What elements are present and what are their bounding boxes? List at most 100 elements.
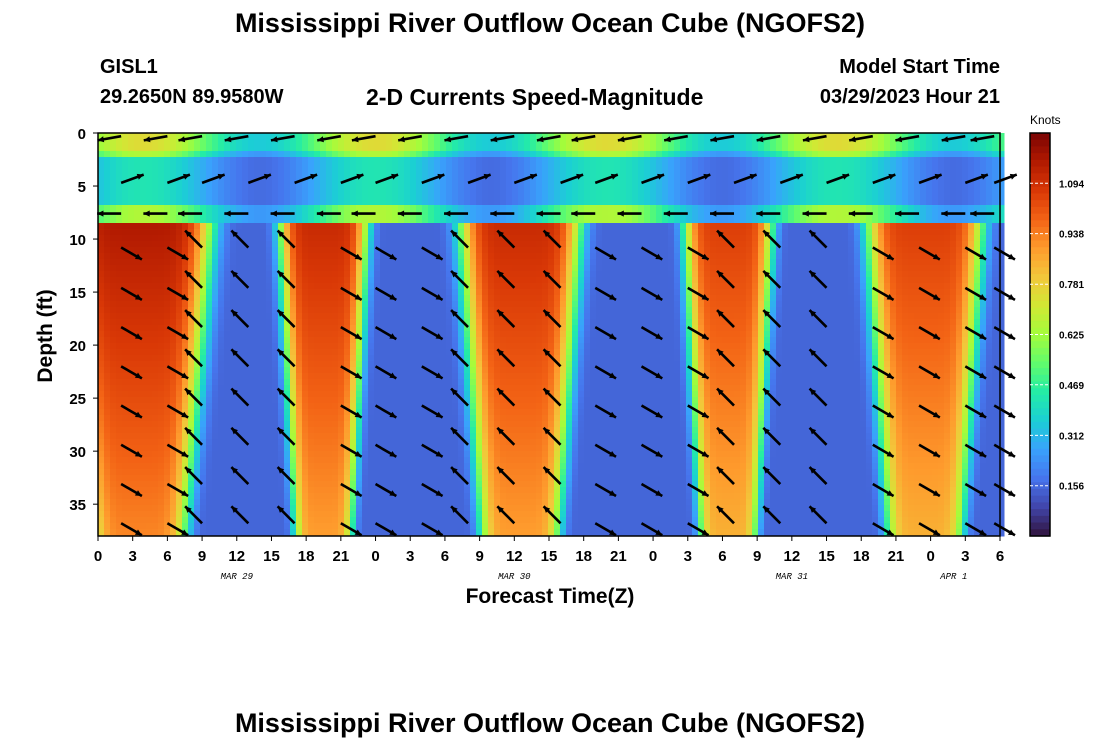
heatmap-cell [470, 367, 477, 374]
heatmap-cell [512, 367, 519, 374]
heatmap-cell [404, 451, 411, 458]
heatmap-cell [452, 457, 459, 464]
heatmap-cell [482, 385, 489, 392]
heatmap-cell [404, 139, 411, 146]
heatmap-cell [428, 217, 435, 224]
heatmap-cell [410, 475, 417, 482]
heatmap-cell [98, 385, 105, 392]
heatmap-cell [98, 199, 105, 206]
heatmap-cell [230, 265, 237, 272]
heatmap-cell [272, 415, 279, 422]
heatmap-cell [374, 313, 381, 320]
heatmap-cell [170, 151, 177, 158]
heatmap-cell [494, 349, 501, 356]
heatmap-cell [434, 277, 441, 284]
heatmap-cell [248, 493, 255, 500]
heatmap-cell [170, 505, 177, 512]
heatmap-cell [314, 355, 321, 362]
heatmap-cell [128, 493, 135, 500]
heatmap-cell [536, 247, 543, 254]
heatmap-cell [500, 379, 507, 386]
heatmap-cell [182, 319, 189, 326]
heatmap-cell [404, 421, 411, 428]
heatmap-cell [494, 151, 501, 158]
heatmap-cell [350, 133, 357, 140]
heatmap-cell [206, 439, 213, 446]
heatmap-cell [128, 133, 135, 140]
heatmap-cell [296, 139, 303, 146]
heatmap-cell [146, 523, 153, 530]
heatmap-cell [320, 367, 327, 374]
heatmap-cell [344, 271, 351, 278]
heatmap-cell [236, 331, 243, 338]
heatmap-cell [428, 517, 435, 524]
heatmap-cell [476, 223, 483, 230]
heatmap-cell [278, 151, 285, 158]
heatmap-cell [506, 457, 513, 464]
heatmap-cell [200, 493, 207, 500]
heatmap-cell [278, 463, 285, 470]
heatmap-cell [248, 319, 255, 326]
heatmap-cell [152, 253, 159, 260]
heatmap-cell [404, 313, 411, 320]
heatmap-cell [236, 427, 243, 434]
heatmap-cell [224, 523, 231, 530]
heatmap-cell [110, 463, 117, 470]
heatmap-cell [266, 487, 273, 494]
heatmap-cell [500, 295, 507, 302]
heatmap-cell [158, 247, 165, 254]
heatmap-cell [374, 415, 381, 422]
heatmap-cell [104, 247, 111, 254]
heatmap-cell [326, 379, 333, 386]
heatmap-cell [320, 523, 327, 530]
heatmap-cell [212, 271, 219, 278]
heatmap-cell [98, 145, 105, 152]
heatmap-cell [212, 505, 219, 512]
heatmap-cell [452, 445, 459, 452]
heatmap-cell [452, 307, 459, 314]
heatmap-cell [440, 523, 447, 530]
heatmap-cell [368, 511, 375, 518]
heatmap-cell [500, 217, 507, 224]
heatmap-cell [362, 301, 369, 308]
heatmap-cell [374, 331, 381, 338]
heatmap-cell [164, 493, 171, 500]
heatmap-cell [380, 241, 387, 248]
heatmap-cell [434, 331, 441, 338]
heatmap-cell [326, 217, 333, 224]
heatmap-cell [296, 361, 303, 368]
heatmap-cell [464, 247, 471, 254]
heatmap-cell [176, 457, 183, 464]
heatmap-cell [506, 181, 513, 188]
heatmap-cell [194, 235, 201, 242]
heatmap-cell [218, 415, 225, 422]
heatmap-cell [248, 139, 255, 146]
heatmap-cell [356, 385, 363, 392]
heatmap-cell [260, 367, 267, 374]
heatmap-cell [278, 433, 285, 440]
heatmap-cell [212, 301, 219, 308]
heatmap-cell [500, 367, 507, 374]
heatmap-cell [110, 217, 117, 224]
heatmap-cell [404, 331, 411, 338]
heatmap-cell [194, 289, 201, 296]
heatmap-cell [326, 445, 333, 452]
heatmap-cell [404, 481, 411, 488]
heatmap-cell [320, 427, 327, 434]
heatmap-cell [230, 253, 237, 260]
heatmap-cell [302, 295, 309, 302]
heatmap-cell [320, 499, 327, 506]
heatmap-cell [506, 439, 513, 446]
heatmap-cell [308, 301, 315, 308]
heatmap-cell [134, 343, 141, 350]
heatmap-cell [200, 367, 207, 374]
heatmap-cell [458, 349, 465, 356]
heatmap-cell [374, 511, 381, 518]
heatmap-cell [512, 379, 519, 386]
heatmap-cell [446, 229, 453, 236]
heatmap-cell [428, 247, 435, 254]
heatmap-cell [206, 385, 213, 392]
heatmap-cell [428, 163, 435, 170]
heatmap-cell [140, 487, 147, 494]
heatmap-cell [506, 343, 513, 350]
